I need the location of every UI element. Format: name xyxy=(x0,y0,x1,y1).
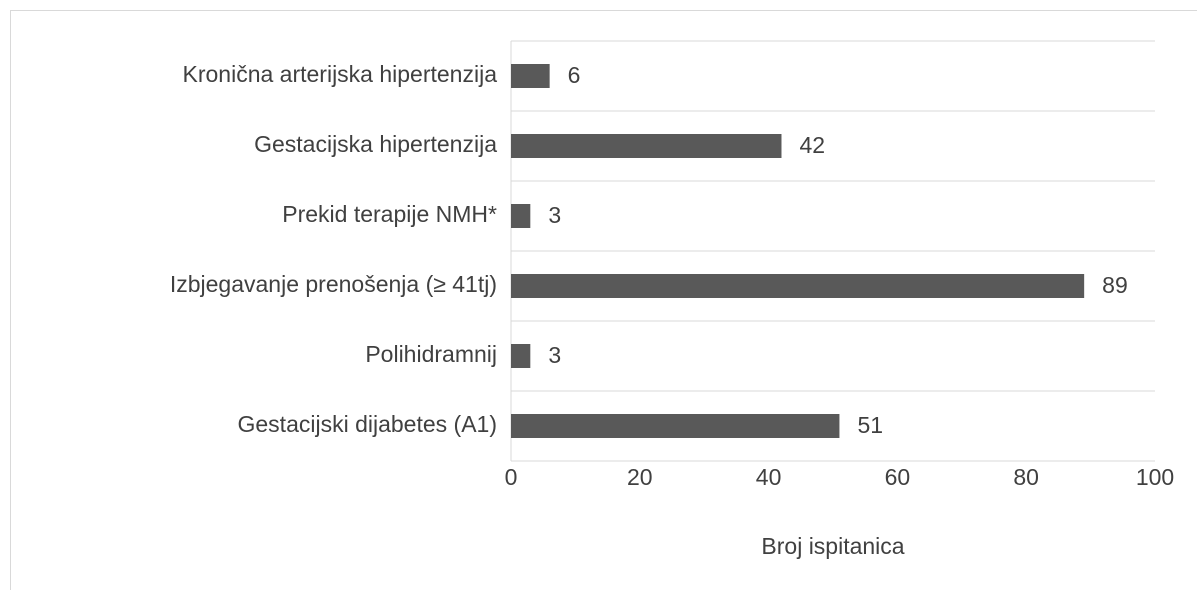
x-tick-label: 60 xyxy=(885,464,911,490)
data-label: 51 xyxy=(857,412,883,438)
chart-frame xyxy=(10,10,1197,590)
bar xyxy=(511,64,550,88)
data-label: 42 xyxy=(799,132,825,158)
x-tick-label: 0 xyxy=(505,464,518,490)
x-tick-label: 20 xyxy=(627,464,653,490)
y-tick-label: Gestacijska hipertenzija xyxy=(254,131,497,157)
y-tick-label: Prekid terapije NMH* xyxy=(282,201,497,227)
y-tick-label: Izbjegavanje prenošenja (≥ 41tj) xyxy=(170,271,497,297)
bar xyxy=(511,274,1085,298)
bar xyxy=(511,204,531,228)
x-tick-label: 80 xyxy=(1013,464,1039,490)
y-tick-label: Gestacijski dijabetes (A1) xyxy=(238,411,498,437)
data-label: 3 xyxy=(548,342,561,368)
data-label: 3 xyxy=(548,202,561,228)
x-axis-title: Broj ispitanica xyxy=(761,533,904,559)
bar xyxy=(511,134,782,158)
y-tick-label: Polihidramnij xyxy=(365,341,497,367)
x-tick-label: 40 xyxy=(756,464,782,490)
data-label: 6 xyxy=(568,62,581,88)
x-tick-label: 100 xyxy=(1136,464,1174,490)
y-tick-label: Kronična arterijska hipertenzija xyxy=(183,61,498,87)
bar xyxy=(511,344,531,368)
bar xyxy=(511,414,840,438)
data-label: 89 xyxy=(1102,272,1128,298)
